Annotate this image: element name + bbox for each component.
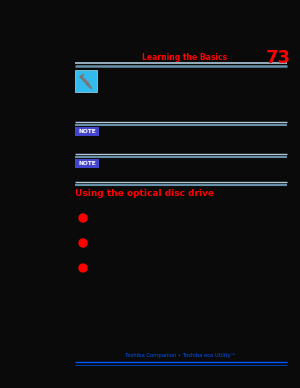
Text: 73: 73 [266, 49, 290, 67]
Circle shape [79, 239, 87, 247]
Text: NOTE: NOTE [78, 129, 96, 134]
Bar [75, 159, 99, 168]
Text: ✕: ✕ [80, 74, 92, 87]
Text: Toshiba Companion • Toshiba eco Utility™: Toshiba Companion • Toshiba eco Utility™ [124, 353, 236, 357]
Circle shape [79, 264, 87, 272]
Text: NOTE: NOTE [78, 161, 96, 166]
Bar [75, 70, 97, 92]
Circle shape [79, 214, 87, 222]
Text: Using the optical disc drive: Using the optical disc drive [75, 189, 214, 197]
Bar [75, 127, 99, 136]
Text: Learning the Basics: Learning the Basics [142, 54, 228, 62]
